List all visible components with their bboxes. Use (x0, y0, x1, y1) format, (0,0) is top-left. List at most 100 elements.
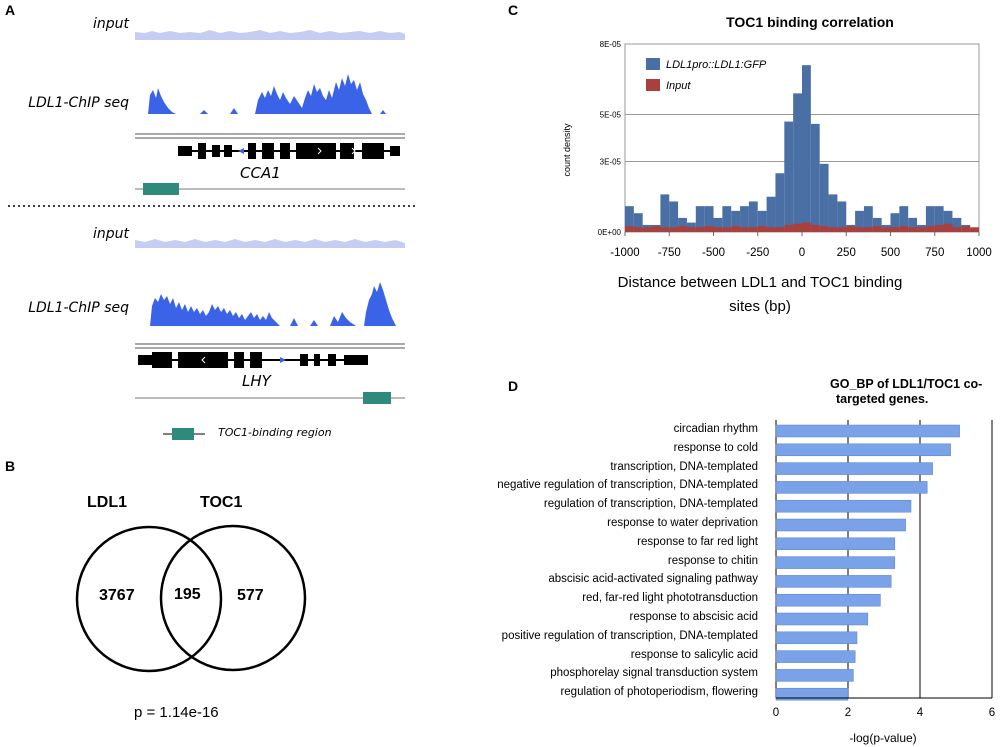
go-term-label: phosphorelay signal transduction system (550, 667, 758, 680)
histogram-bar-input (642, 227, 652, 232)
histogram-bar-input (970, 227, 979, 232)
histogram-bar-input (731, 226, 741, 232)
histogram-bar-ldl1 (740, 206, 749, 232)
chip-signal-track-1 (135, 74, 405, 114)
histogram-bar-ldl1 (775, 173, 785, 232)
legend-swatch-ldl1 (646, 58, 660, 70)
histogram-bar-ldl1 (828, 194, 838, 232)
go-bar (775, 612, 869, 626)
input-signal-track-1 (135, 30, 405, 40)
venn-pvalue: p = 1.14e-16 (134, 704, 219, 721)
toc1-binding-region-lhy (363, 392, 391, 404)
histogram-bar-input (660, 227, 670, 232)
input-track-label-1: input (92, 16, 129, 32)
chart-c-xtick-label: 250 (837, 247, 856, 259)
histogram-bar-input (943, 223, 953, 232)
histogram-bar-input (625, 226, 634, 232)
cca1-gene-model (178, 143, 400, 159)
go-bar (775, 443, 951, 457)
histogram-bar-input (784, 224, 794, 232)
histogram-bar-input (748, 227, 758, 232)
histogram-bar-ldl1 (863, 206, 873, 232)
histogram-bar-input (908, 227, 918, 232)
histogram-bar-input (793, 223, 802, 232)
panel-a-letter: A (5, 2, 16, 18)
venn-label-ldl1: LDL1 (87, 494, 127, 511)
chart-c-title: TOC1 binding correlation (726, 14, 894, 30)
go-bar (775, 556, 896, 569)
histogram-bar-ldl1 (899, 206, 909, 232)
venn-circle-ldl1 (75, 525, 223, 673)
toc1-legend-glyph (163, 428, 205, 440)
histogram-bar-ldl1 (943, 210, 953, 232)
histogram-bar-input (934, 224, 944, 232)
histogram-bar-ldl1 (855, 210, 864, 232)
histogram-bar-input (633, 227, 643, 232)
input-signal-track-2 (135, 239, 405, 248)
chart-c-xtick-label: 750 (925, 247, 944, 259)
go-bar (775, 537, 896, 551)
chip-signal-track-2 (135, 282, 405, 326)
histogram-bar-ldl1 (810, 123, 820, 232)
go-bar (775, 687, 849, 701)
go-bar (775, 518, 906, 532)
chart-d-xtick-label: 6 (989, 707, 995, 719)
venn-circle-toc1 (159, 524, 307, 672)
chart-d-xtick-label: 4 (917, 707, 924, 719)
legend-label-input: Input (666, 80, 691, 92)
go-term-label: red, far-red light phototransduction (582, 592, 758, 605)
histogram-bar-input (872, 226, 882, 232)
chart-d-xlabel: -log(p-value) (849, 731, 916, 745)
histogram-bar-input (678, 226, 687, 232)
histogram-bar-ldl1 (766, 196, 776, 232)
chart-d-title-line2: targeted genes. (836, 392, 929, 406)
chart-c-xtick-label: -250 (746, 247, 769, 259)
histogram-bar-ldl1 (695, 206, 705, 232)
go-bar (775, 650, 856, 663)
histogram-bar-input (740, 227, 749, 232)
histogram-bar-input (669, 227, 679, 232)
go-bar (775, 499, 912, 513)
histogram-bar-input (704, 226, 714, 232)
chart-d-xtick-label: 0 (773, 707, 779, 719)
go-bar (775, 481, 928, 494)
histogram-bar-ldl1 (819, 163, 829, 232)
histogram-bar-input (837, 227, 847, 232)
histogram-bar-ldl1 (837, 201, 847, 232)
venn-diagram (75, 524, 307, 673)
gene-name-cca1: CCA1 (240, 164, 281, 182)
histogram-bar-ldl1 (802, 65, 811, 233)
legend-label-ldl1: LDL1pro::LDL1:GFP (666, 59, 767, 71)
histogram-bar-input (881, 227, 891, 232)
go-term-label: regulation of photoperiodism, flowering (560, 686, 758, 699)
toc1-legend-label: TOC1-binding region (218, 426, 332, 439)
chart-c-xtick-label: 1000 (966, 247, 992, 259)
histogram-bar-input (722, 227, 732, 232)
chart-c-xtick-label: -1000 (610, 247, 639, 259)
venn-count-ldl1-only: 3767 (99, 587, 135, 604)
histogram-bar-input (961, 226, 971, 232)
histogram-bar-input (846, 226, 856, 232)
chart-c-ylabel: count density (562, 123, 572, 177)
histogram-bar-ldl1 (908, 217, 918, 232)
histogram-bar-ldl1 (669, 201, 679, 232)
venn-label-toc1: TOC1 (200, 494, 243, 511)
histogram-bar-ldl1 (633, 213, 643, 232)
go-term-label: positive regulation of transcription, DN… (501, 629, 758, 642)
go-bar (775, 631, 858, 645)
histogram-bar-input (686, 227, 696, 232)
histogram-bar-ldl1 (713, 217, 723, 232)
histogram-bar-ldl1 (678, 217, 687, 232)
histogram-bar-ldl1 (890, 213, 900, 232)
go-term-label: negative regulation of transcription, DN… (497, 479, 758, 492)
toc1-binding-region-cca1 (143, 183, 179, 195)
histogram-bar-input (828, 227, 838, 232)
panel-c-letter: C (508, 2, 519, 18)
panel-d-letter: D (508, 378, 519, 394)
histogram-bar-ldl1 (934, 206, 944, 232)
histogram-bar-ldl1 (925, 206, 935, 232)
histogram-bar-input (810, 224, 820, 232)
chart-c-xtick-label: 0 (799, 247, 805, 259)
histogram-bar-input (695, 227, 705, 232)
histogram-bar-input (757, 226, 767, 232)
